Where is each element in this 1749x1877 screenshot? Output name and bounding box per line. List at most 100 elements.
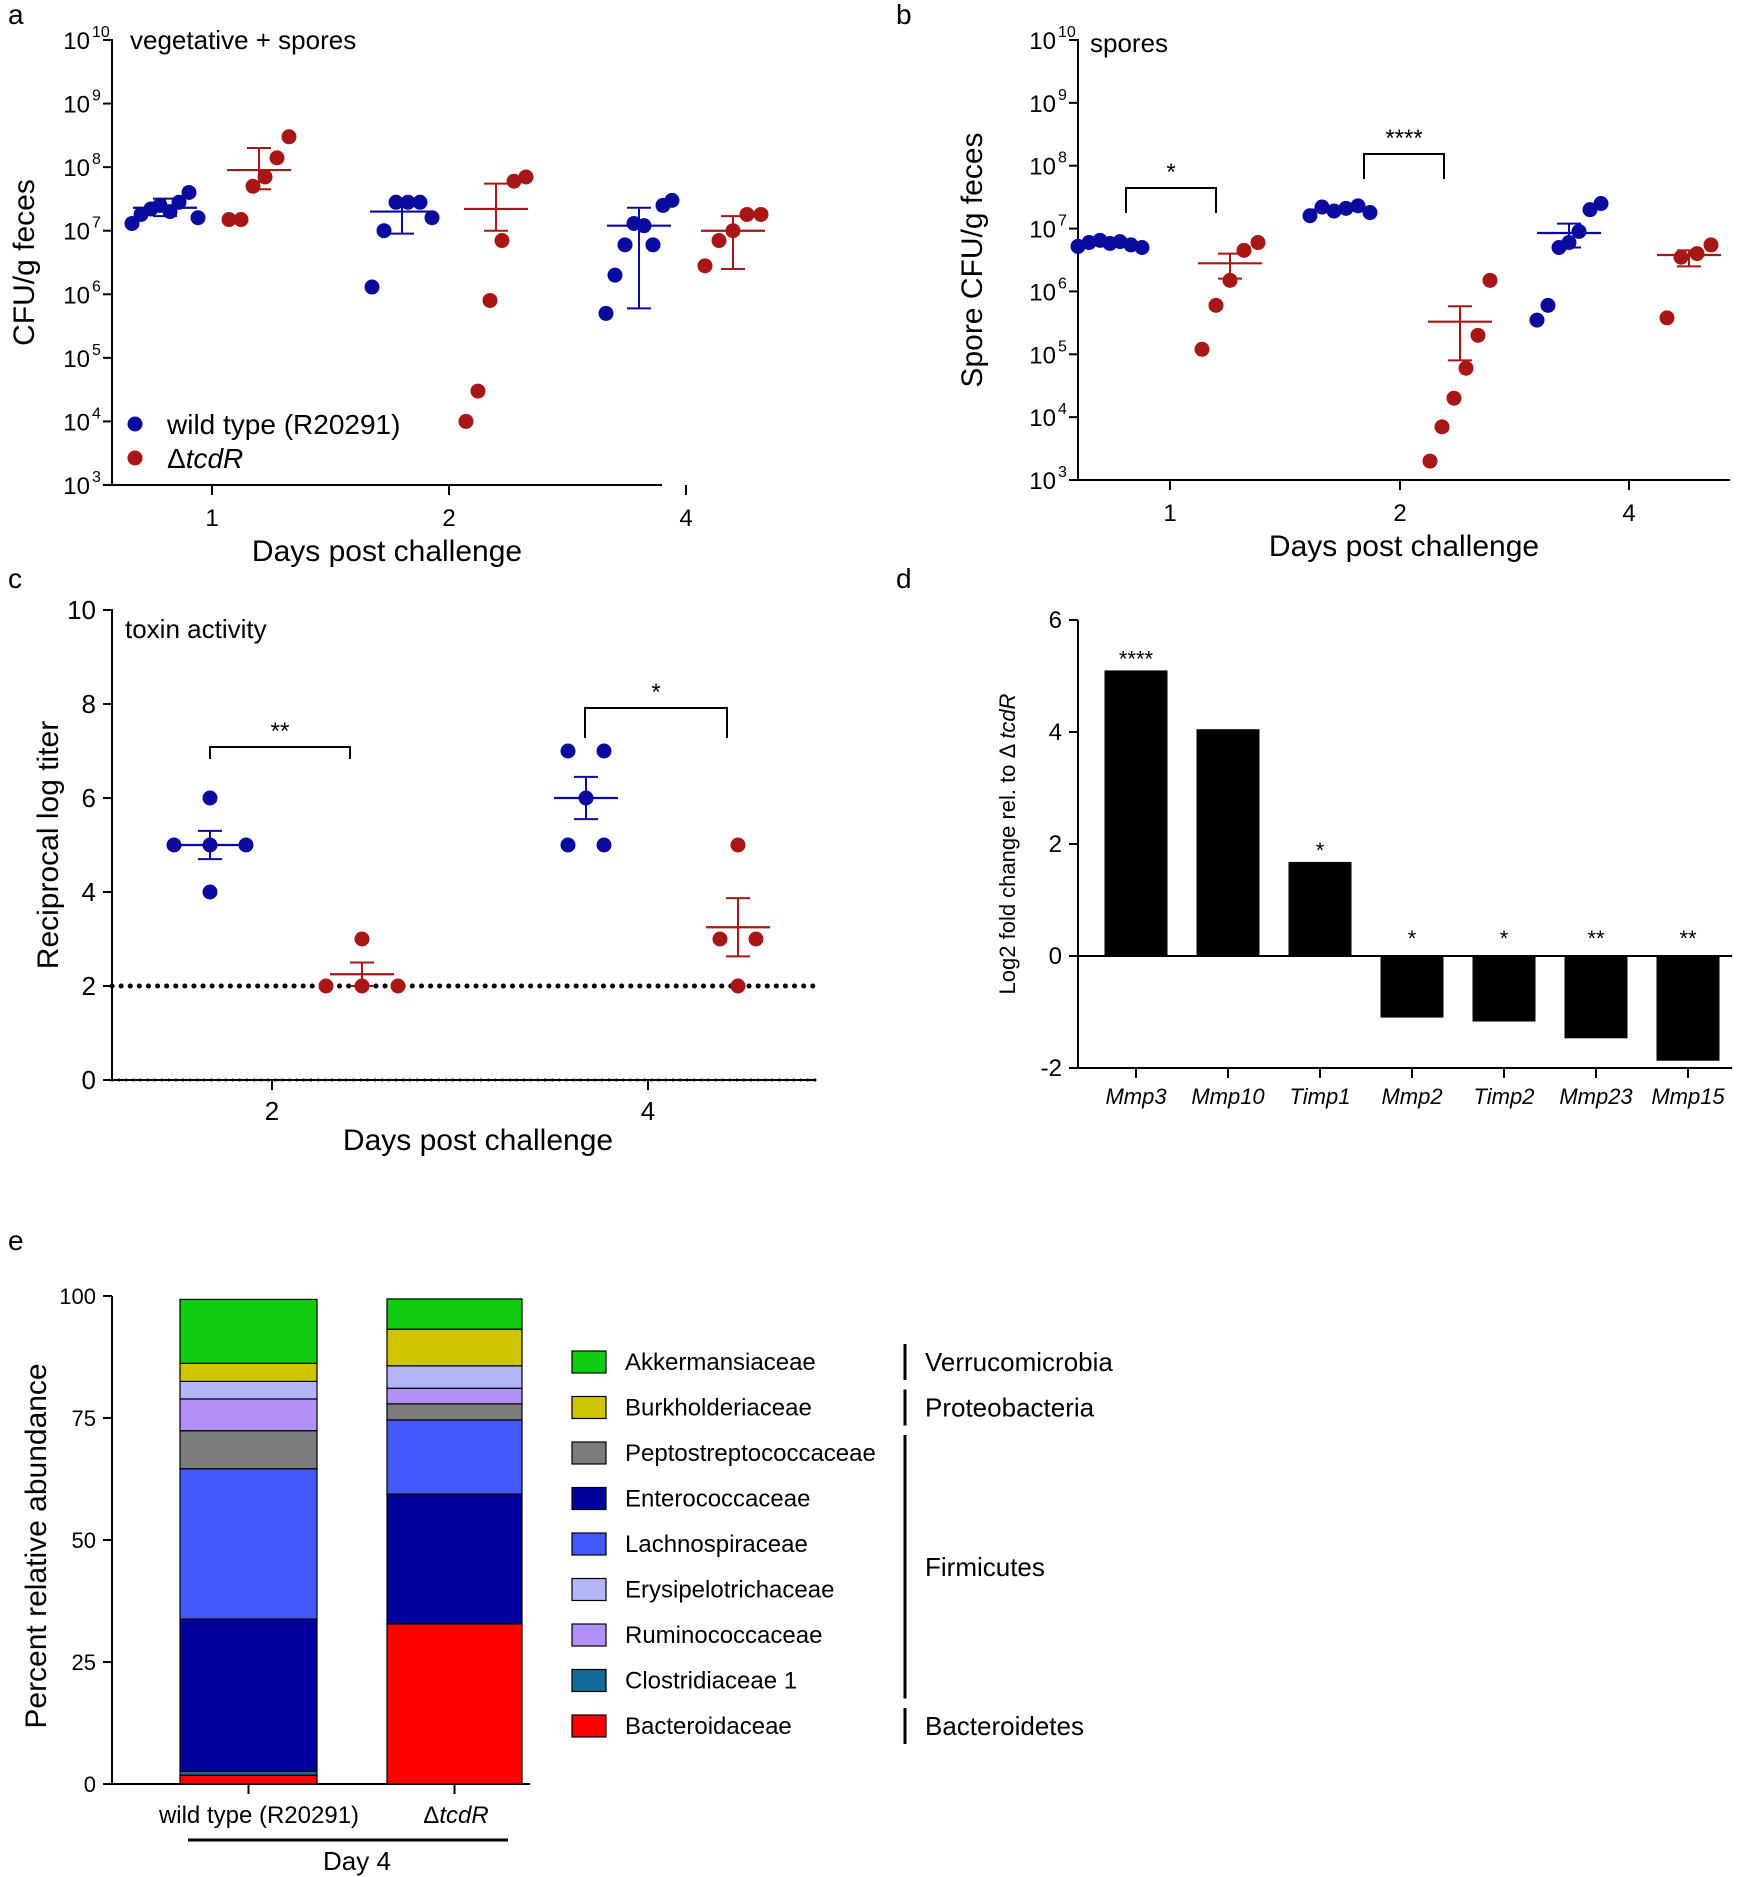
data-point xyxy=(318,978,334,994)
data-point xyxy=(166,837,182,853)
y-tick-label: 100 xyxy=(59,1284,96,1309)
y-tick-label: 10 8 xyxy=(1029,150,1067,181)
significance-label: ** xyxy=(271,718,290,745)
data-point xyxy=(730,837,746,853)
data-point xyxy=(1434,419,1450,435)
data-point xyxy=(607,267,623,283)
panel-title: vegetative + spores xyxy=(130,25,356,55)
data-point xyxy=(400,194,416,210)
y-tick-label-base: 10 xyxy=(1029,91,1056,118)
x-tick-label: Mmp23 xyxy=(1559,1084,1633,1109)
data-point xyxy=(506,173,522,189)
significance-label: **** xyxy=(1385,125,1422,152)
data-point xyxy=(390,978,406,994)
x-tick-label: Timp1 xyxy=(1290,1084,1351,1109)
y-tick-label: 10 5 xyxy=(63,342,101,373)
phylum-label: Firmicutes xyxy=(925,1552,1045,1582)
data-point xyxy=(1593,196,1609,212)
legend-swatch xyxy=(571,1441,607,1465)
panel-label-d: d xyxy=(896,563,912,594)
stacked-segment xyxy=(386,1298,523,1330)
data-point xyxy=(730,978,746,994)
x-tick-label: Mmp15 xyxy=(1651,1084,1725,1109)
data-point xyxy=(1659,310,1675,326)
bar xyxy=(1564,956,1628,1039)
significance-label: **** xyxy=(1119,646,1154,671)
x-tick-label: 4 xyxy=(679,505,692,532)
y-tick-label-base: 10 xyxy=(1029,28,1056,55)
stacked-segment xyxy=(386,1387,523,1405)
legend-gene: tcdR xyxy=(186,443,244,474)
significance-bracket xyxy=(1363,153,1445,179)
y-axis-label: Log2 fold change rel. to Δ tcdR xyxy=(995,693,1020,994)
data-point xyxy=(739,206,755,222)
phylum-label: Verrucomicrobia xyxy=(925,1347,1113,1377)
data-point xyxy=(1302,208,1318,224)
legend-label: Peptostreptococcaceae xyxy=(625,1440,876,1467)
y-tick-label: 4 xyxy=(82,877,96,907)
significance-label: ** xyxy=(1679,926,1697,951)
y-tick-label-base: 10 xyxy=(63,409,90,436)
x-tick-label-gene: tcdR xyxy=(439,1802,488,1829)
y-tick-label-base: 10 xyxy=(1029,405,1056,432)
stacked-segment xyxy=(179,1774,318,1785)
significance-label: * xyxy=(651,679,660,706)
y-tick-label-exponent: 6 xyxy=(1058,275,1067,292)
y-tick-label: 8 xyxy=(82,689,96,719)
data-point xyxy=(376,223,392,239)
bar xyxy=(1196,729,1260,956)
data-point xyxy=(712,931,728,947)
legend-label: Enterococcaceae xyxy=(625,1486,810,1513)
y-tick-label: 25 xyxy=(72,1650,96,1675)
data-point xyxy=(1689,246,1705,262)
x-tick-label: Timp2 xyxy=(1474,1084,1535,1109)
legend-swatch xyxy=(571,1577,607,1602)
stacked-segment xyxy=(179,1398,318,1432)
data-point xyxy=(281,129,297,145)
x-tick-label: 2 xyxy=(265,1096,279,1126)
data-point xyxy=(518,169,534,185)
y-tick-label: -2 xyxy=(1041,1055,1062,1082)
data-point xyxy=(1458,360,1474,376)
panel-label-c: c xyxy=(8,563,22,594)
y-tick-label-base: 10 xyxy=(63,28,90,55)
y-axis-label: Spore CFU/g feces xyxy=(956,132,989,387)
x-tick-label-delta: Δ xyxy=(423,1802,439,1829)
stacked-segment xyxy=(386,1419,523,1495)
panel-label-e: e xyxy=(8,1225,24,1256)
y-tick-label: 10 3 xyxy=(1029,464,1067,495)
y-tick-label-exponent: 3 xyxy=(1058,464,1067,481)
data-point xyxy=(470,383,486,399)
legend-label: Bacteroidaceae xyxy=(625,1713,792,1740)
phylum-label: Proteobacteria xyxy=(925,1393,1095,1423)
y-tick-label-base: 10 xyxy=(1029,342,1056,369)
data-point xyxy=(354,931,370,947)
y-tick-label: 10 9 xyxy=(1029,87,1067,118)
y-tick-label: 0 xyxy=(84,1772,96,1797)
y-tick-label: 10 8 xyxy=(63,151,101,182)
data-point xyxy=(269,150,285,166)
x-tick-label: 1 xyxy=(1163,500,1176,527)
y-tick-label-exponent: 8 xyxy=(1058,150,1067,167)
y-tick-label-exponent: 6 xyxy=(92,278,101,295)
data-point xyxy=(1673,249,1689,265)
legend-label: Erysipelotrichaceae xyxy=(625,1577,834,1604)
data-point xyxy=(1482,272,1498,288)
data-point xyxy=(202,790,218,806)
y-tick-label: 10 3 xyxy=(63,469,101,500)
data-point xyxy=(560,837,576,853)
data-point xyxy=(181,184,197,200)
legend-delta: Δ xyxy=(167,443,186,474)
data-point xyxy=(1314,199,1330,215)
y-axis-label: CFU/g feces xyxy=(8,179,41,346)
y-tick-label-exponent: 10 xyxy=(92,24,110,41)
data-point xyxy=(190,210,206,226)
data-point xyxy=(645,237,661,253)
y-axis-label: Reciprocal log titer xyxy=(32,721,65,969)
legend-marker-wild-type xyxy=(127,416,143,432)
legend-swatch xyxy=(571,1623,607,1647)
y-tick-label-exponent: 7 xyxy=(92,215,101,232)
panel-label-a: a xyxy=(8,0,24,30)
significance-label: * xyxy=(1316,838,1325,863)
legend-label: Ruminococcaceae xyxy=(625,1622,822,1649)
